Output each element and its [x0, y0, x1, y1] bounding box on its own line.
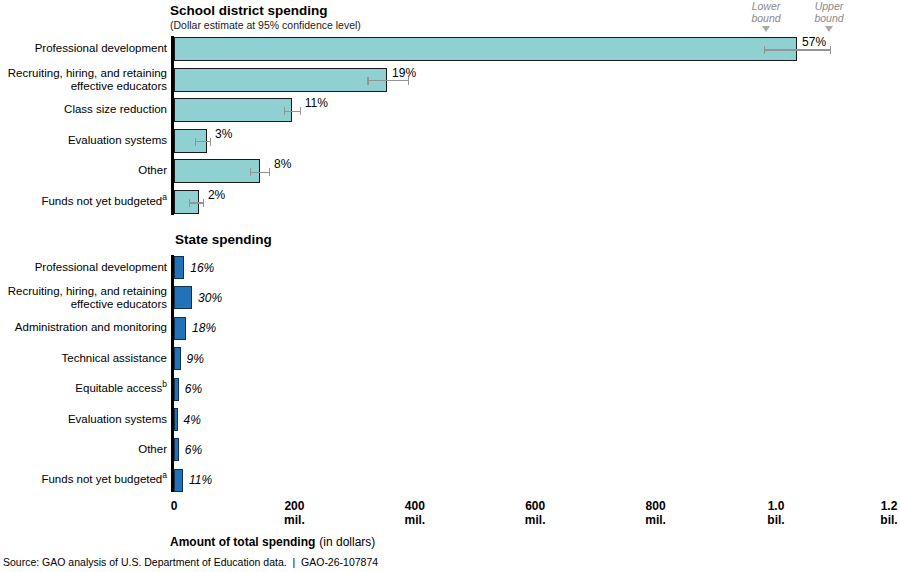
bar — [174, 469, 183, 492]
error-bar-lower-cap — [250, 168, 251, 176]
error-bar — [764, 49, 830, 50]
error-bar-upper-cap — [210, 138, 211, 146]
error-bar-upper-cap — [203, 199, 204, 207]
source-line: Source: GAO analysis of U.S. Department … — [3, 556, 378, 568]
x-tick-label: 1.0 — [768, 500, 785, 513]
x-tick-label: 800 — [646, 500, 666, 513]
upper-bound-arrow-icon — [825, 26, 833, 32]
error-bar-upper-cap — [300, 107, 301, 115]
bar — [174, 37, 797, 61]
district-chart-subtitle: (Dollar estimate at 95% confidence level… — [170, 19, 361, 31]
error-bar-upper-cap — [830, 46, 831, 54]
category-label: Professional development — [0, 261, 167, 275]
error-bar-lower-cap — [764, 46, 765, 54]
state-chart-title: State spending — [175, 232, 272, 247]
error-bar-upper-cap — [269, 168, 270, 176]
bar — [174, 438, 179, 461]
category-label: Other — [0, 443, 167, 457]
error-bar — [250, 172, 269, 173]
error-bar — [284, 111, 300, 112]
x-axis-caption: Amount of total spending (in dollars) — [170, 535, 375, 549]
x-tick-label: 200 — [284, 500, 304, 513]
error-bar — [189, 202, 203, 203]
category-label: Evaluation systems — [0, 413, 167, 427]
x-tick-unit: mil. — [284, 514, 305, 527]
value-label: 30% — [198, 291, 222, 304]
bar — [174, 286, 192, 309]
x-axis-caption-bold: Amount of total spending — [170, 535, 315, 549]
category-label: Class size reduction — [0, 103, 167, 117]
value-label: 16% — [190, 261, 214, 274]
error-bar-lower-cap — [284, 107, 285, 115]
x-tick-unit: mil. — [404, 514, 425, 527]
bar — [174, 347, 181, 370]
upper-bound-label: Upper bound — [801, 1, 857, 24]
bar — [174, 98, 292, 122]
value-label: 18% — [192, 322, 216, 335]
footnote-marker: a — [162, 471, 167, 481]
bar — [174, 378, 179, 401]
value-label: 11% — [189, 474, 212, 487]
category-label: Funds not yet budgeteda — [0, 195, 167, 209]
value-label: 11% — [305, 97, 328, 110]
value-label: 2% — [208, 189, 225, 202]
value-label: 57% — [802, 36, 826, 49]
category-label: Recruiting, hiring, and retaining effect… — [0, 66, 167, 93]
bar — [174, 256, 184, 279]
bar — [174, 68, 387, 92]
lower-bound-label: Lower bound — [738, 1, 794, 24]
bar — [174, 317, 186, 340]
value-label: 6% — [185, 443, 202, 456]
bar — [174, 159, 260, 183]
value-label: 19% — [392, 67, 416, 80]
value-label: 8% — [274, 158, 291, 171]
error-bar — [367, 80, 408, 81]
x-tick-unit: mil. — [525, 514, 546, 527]
footnote-marker: b — [162, 380, 167, 390]
footnote-marker: a — [162, 192, 167, 202]
category-label: Funds not yet budgeteda — [0, 474, 167, 488]
district-chart-title: School district spending — [170, 3, 328, 18]
category-label: Administration and monitoring — [0, 322, 167, 336]
x-tick-label: 0 — [171, 500, 178, 513]
x-tick-unit: bil. — [767, 514, 784, 527]
x-tick-unit: mil. — [645, 514, 666, 527]
error-bar — [195, 141, 210, 142]
category-label: Recruiting, hiring, and retaining effect… — [0, 284, 167, 311]
x-tick-label: 400 — [405, 500, 425, 513]
error-bar-lower-cap — [189, 199, 190, 207]
value-label: 6% — [185, 383, 202, 396]
bar — [174, 408, 178, 431]
x-tick-label: 600 — [525, 500, 545, 513]
x-axis-caption-note: (in dollars) — [319, 535, 375, 549]
x-tick-label: 1.2 — [881, 500, 898, 513]
gao-spending-figure: School district spending (Dollar estimat… — [0, 0, 900, 572]
value-label: 9% — [187, 352, 204, 365]
category-label: Evaluation systems — [0, 134, 167, 148]
category-label: Equitable accessb — [0, 382, 167, 396]
category-label: Technical assistance — [0, 352, 167, 366]
value-label: 4% — [184, 413, 201, 426]
category-label: Professional development — [0, 42, 167, 56]
error-bar-lower-cap — [367, 77, 368, 85]
value-label: 3% — [215, 128, 232, 141]
lower-bound-arrow-icon — [762, 26, 770, 32]
x-tick-unit: bil. — [880, 514, 897, 527]
error-bar-lower-cap — [195, 138, 196, 146]
category-label: Other — [0, 165, 167, 179]
y-axis-line — [171, 36, 175, 215]
